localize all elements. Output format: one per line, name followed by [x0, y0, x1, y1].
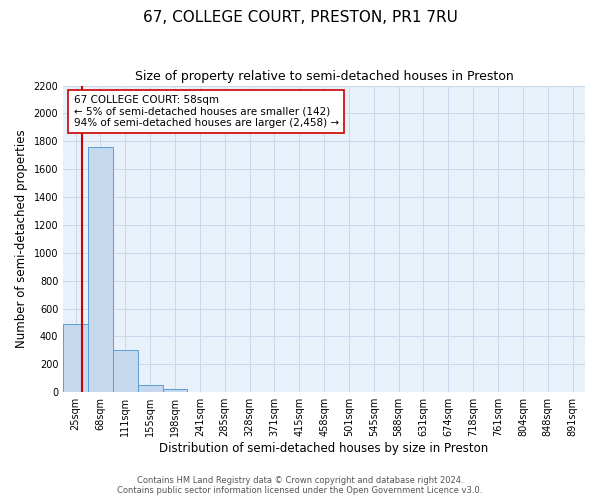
Text: 67, COLLEGE COURT, PRESTON, PR1 7RU: 67, COLLEGE COURT, PRESTON, PR1 7RU: [143, 10, 457, 25]
Bar: [63, 324, 88, 392]
X-axis label: Distribution of semi-detached houses by size in Preston: Distribution of semi-detached houses by …: [160, 442, 489, 455]
Bar: [88, 147, 113, 392]
Text: Contains HM Land Registry data © Crown copyright and database right 2024.
Contai: Contains HM Land Registry data © Crown c…: [118, 476, 482, 495]
Title: Size of property relative to semi-detached houses in Preston: Size of property relative to semi-detach…: [135, 70, 514, 83]
Text: 67 COLLEGE COURT: 58sqm
← 5% of semi-detached houses are smaller (142)
94% of se: 67 COLLEGE COURT: 58sqm ← 5% of semi-det…: [74, 95, 339, 128]
Bar: [138, 385, 163, 392]
Bar: [163, 390, 187, 392]
Y-axis label: Number of semi-detached properties: Number of semi-detached properties: [15, 130, 28, 348]
Bar: [113, 350, 138, 392]
